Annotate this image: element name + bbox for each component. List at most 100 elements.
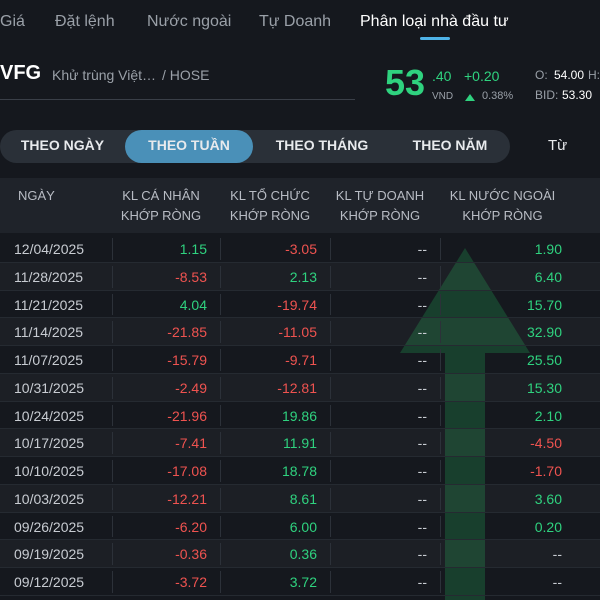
value-cell: 19.86 [281,407,317,424]
column-divider [440,432,441,454]
column-divider [112,515,113,538]
value-cell: -- [552,574,562,590]
column-divider [330,515,331,538]
column-divider [112,293,113,316]
column-header: KL NƯỚC NGOÀI [449,188,556,203]
change: +0.20 [464,68,500,84]
value-cell: 3.72 [289,574,317,590]
date-cell: 11/28/2025 [14,268,84,285]
column-divider [220,515,221,538]
column-divider [330,487,331,510]
column-divider [440,349,441,371]
value-cell: 1.90 [534,241,562,257]
tab-active[interactable]: Phân loại nhà đầu tư [360,13,509,30]
date-cell: 10/03/2025 [14,490,85,507]
column-divider [330,293,331,316]
tab-underline [420,37,450,40]
date-cell: 11/14/2025 [14,324,84,341]
value-cell: -9.71 [285,352,317,368]
price-dec: .40 [432,68,452,84]
table-header [0,178,600,233]
column-divider [440,515,441,538]
value-cell: -- [417,435,427,452]
value-cell: -- [417,518,427,535]
column-divider [220,543,221,565]
value-cell: 8.61 [289,490,317,507]
value-cell: -- [417,463,427,479]
value-cell: 18.78 [281,463,317,479]
column-divider [112,432,113,454]
column-header: KHỚP RÒNG [229,208,311,223]
value-cell: 15.30 [526,379,562,396]
column-divider [440,238,441,260]
currency: VND [432,91,454,102]
period[interactable]: THEO NĂM [412,137,488,153]
date-cell: 11/07/2025 [14,352,84,368]
value-cell: 3.60 [534,490,562,507]
column-divider [220,293,221,316]
row-divider [0,539,600,541]
column-divider [220,460,221,482]
column-divider [440,376,441,399]
row-divider [0,317,600,319]
value-cell: 0.20 [534,518,562,535]
row-divider [0,428,600,430]
column-divider [112,571,113,593]
value-cell: -21.96 [167,407,207,424]
value-cell: -7.41 [175,435,207,452]
period-active[interactable]: THEO TUẦN [148,137,230,153]
column-divider [440,543,441,565]
period-switch [0,130,510,163]
column-divider [220,376,221,399]
value-cell: 2.10 [534,407,562,424]
column-divider [220,238,221,260]
row-divider [0,400,600,402]
value-cell: 6.00 [289,518,317,535]
exchange: / HOSE [162,67,210,83]
value-cell: -8.53 [175,268,207,285]
column-divider [112,487,113,510]
column-header: KL TỰ DOANH [335,188,425,203]
column-divider [112,404,113,427]
column-divider [112,349,113,371]
value-cell: 15.70 [526,296,562,313]
column-header: KHỚP RÒNG [120,208,202,223]
up-arrow [465,94,475,101]
row-divider [0,289,600,291]
column-divider [220,571,221,593]
tab[interactable]: Tự Doanh [259,13,332,30]
column-divider [220,404,221,427]
value-cell: 1.15 [179,241,207,257]
tab[interactable]: Giá [0,13,25,30]
date-cell: 10/17/2025 [14,435,85,452]
value-cell: -- [417,241,427,257]
row-divider [0,345,600,346]
date-cell: 10/24/2025 [14,407,85,424]
arrow-watermark [400,248,530,600]
value-cell: -1.70 [530,463,562,479]
value-cell: -- [417,574,427,590]
tab[interactable]: Đặt lệnh [55,13,115,30]
column-divider [112,460,113,482]
value-cell: -21.85 [167,324,207,341]
column-divider [440,293,441,316]
date-cell: 10/31/2025 [14,379,85,396]
period-active-pill [125,130,253,163]
from-label[interactable]: Từ [548,137,568,154]
value-cell: -19.74 [277,296,317,313]
column-divider [220,487,221,510]
column-divider [330,265,331,288]
row-divider [0,483,600,485]
column-divider [220,432,221,454]
value-cell: -- [552,546,562,563]
value-cell: 25.50 [526,352,562,368]
period[interactable]: THEO NGÀY [20,137,105,153]
value-cell: -0.36 [175,546,207,563]
value-cell: -17.08 [167,463,207,479]
column-header: KL TỔ CHỨC [230,188,310,203]
column-divider [112,321,113,343]
column-divider [330,349,331,371]
period[interactable]: THEO THÁNG [275,137,369,153]
tab[interactable]: Nước ngoài [147,13,232,30]
